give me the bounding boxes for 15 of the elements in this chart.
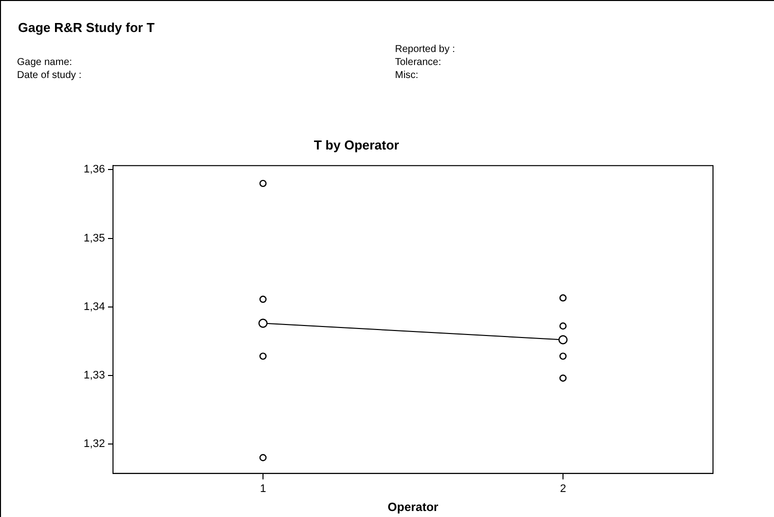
text: Gage name:	[17, 57, 72, 68]
text: Date of study :	[17, 70, 82, 81]
text: Reported by :	[395, 44, 456, 55]
y-tick-label: 1,36	[84, 164, 105, 176]
chart-title: Gage R&R Study for T	[18, 20, 155, 35]
y-tick-label: 1,33	[84, 369, 105, 382]
x-axis-title: Operator	[388, 500, 439, 514]
y-tick-label: 1,35	[84, 232, 105, 244]
text: Tolerance:	[395, 57, 442, 68]
text: Misc:	[395, 70, 418, 81]
chart-subtitle: T by Operator	[314, 137, 400, 152]
y-tick-label: 1,32	[84, 438, 105, 450]
x-tick-label: 2	[560, 483, 566, 496]
x-tick-label: 1	[260, 483, 266, 496]
y-tick-label: 1,34	[84, 300, 105, 313]
